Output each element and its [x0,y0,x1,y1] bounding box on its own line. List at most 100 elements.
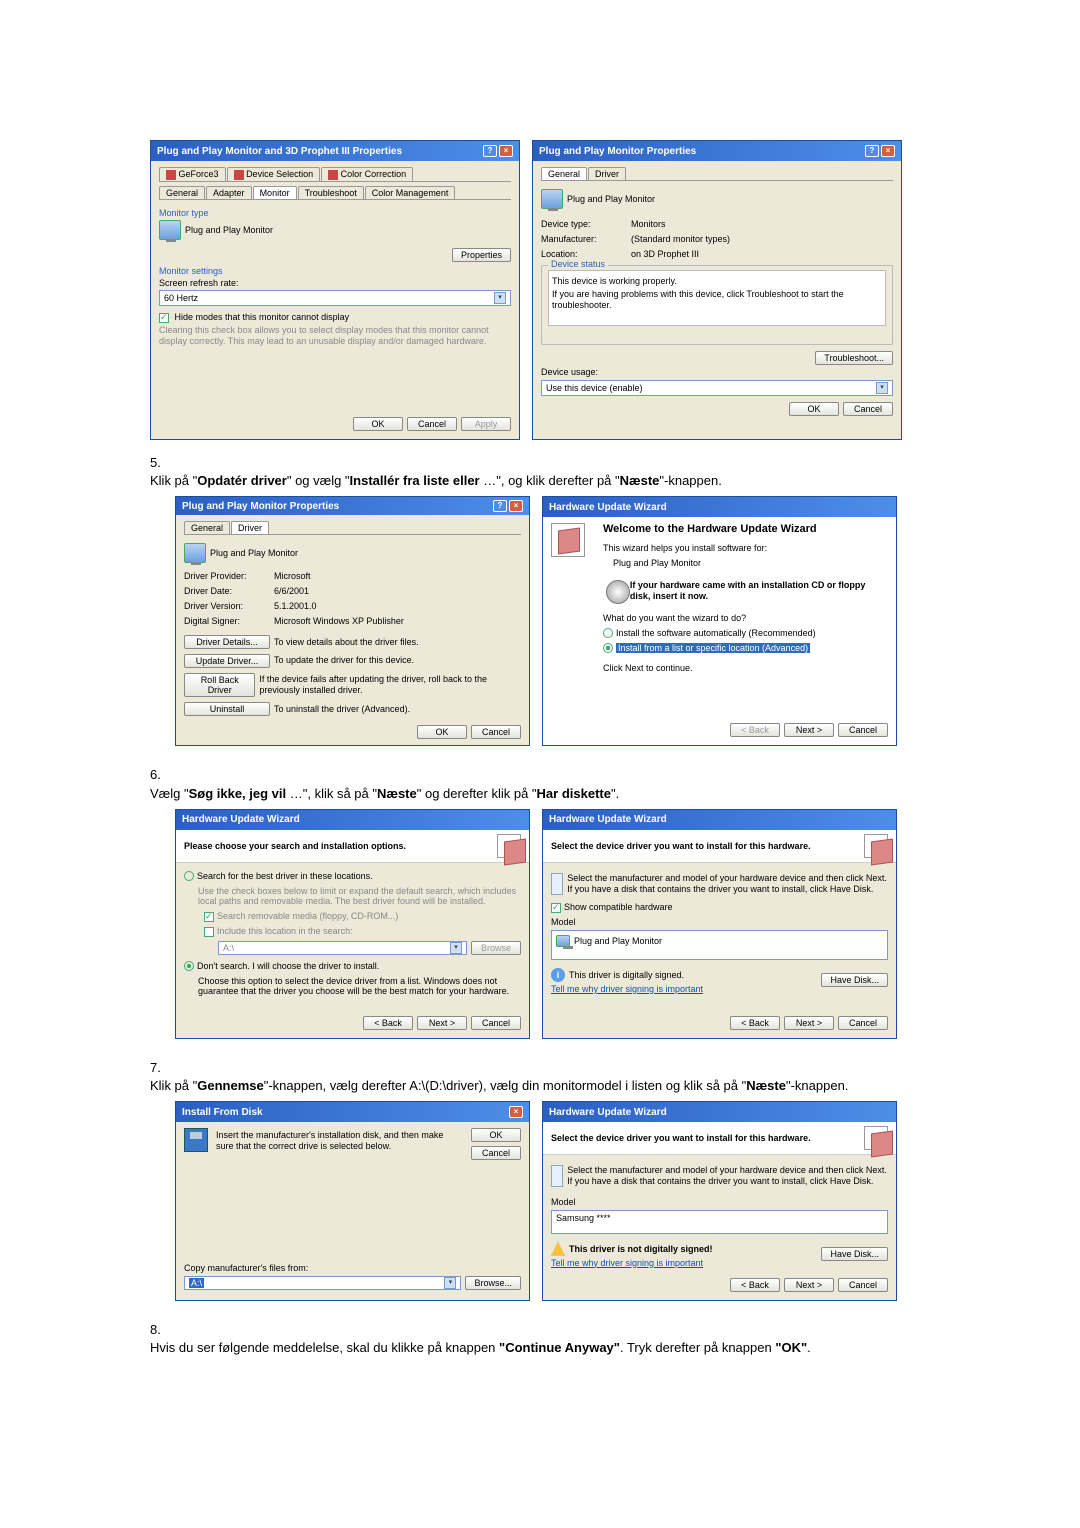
help-icon[interactable]: ? [493,500,507,512]
back-button[interactable]: < Back [730,723,780,737]
chevron-down-icon: ▾ [494,292,506,304]
tab-troubleshoot[interactable]: Troubleshoot [298,186,364,199]
help-icon[interactable]: ? [865,145,879,157]
close-icon[interactable]: × [881,145,895,157]
tab-geforce3[interactable]: GeForce3 [159,167,226,181]
radio-list[interactable] [603,643,613,653]
have-disk-button[interactable]: Have Disk... [821,973,888,987]
radio-dont-search[interactable] [184,961,194,971]
step-number: 5. [150,454,172,472]
refresh-rate-dropdown[interactable]: 60 Hertz ▾ [159,290,511,306]
why-signing-link[interactable]: Tell me why driver signing is important [551,1258,703,1268]
back-button[interactable]: < Back [363,1016,413,1030]
tab-monitor[interactable]: Monitor [253,186,297,199]
browse-button[interactable]: Browse... [465,1276,521,1290]
why-signing-link[interactable]: Tell me why driver signing is important [551,984,703,994]
wizard-question: What do you want the wizard to do? [603,613,888,624]
dialog-titlebar: Plug and Play Monitor and 3D Prophet III… [151,141,519,161]
info-icon: i [551,968,565,982]
hardware-wizard-search-options: Hardware Update Wizard Please choose you… [175,809,530,1039]
digital-signer-label: Digital Signer: [184,616,274,627]
click-next-text: Click Next to continue. [603,663,888,674]
close-icon[interactable]: × [509,500,523,512]
model-listbox[interactable]: Plug and Play Monitor [551,930,888,960]
wizard-welcome-heading: Welcome to the Hardware Update Wizard [603,523,888,535]
device-usage-label: Device usage: [541,367,893,378]
step-7-text: Klik på "Gennemse"-knappen, vælg derefte… [150,1077,906,1095]
tab-device-selection[interactable]: Device Selection [227,167,321,181]
uninstall-text: To uninstall the driver (Advanced). [274,704,410,715]
have-disk-button[interactable]: Have Disk... [821,1247,888,1261]
compat-label: Show compatible hardware [564,902,673,912]
apply-button[interactable]: Apply [461,417,511,431]
driver-date-label: Driver Date: [184,586,274,597]
cancel-button[interactable]: Cancel [471,1146,521,1160]
hardware-wizard-welcome: Hardware Update Wizard Welcome to the Ha… [542,496,897,746]
model-listbox[interactable]: Samsung **** [551,1210,888,1234]
tab-driver[interactable]: Driver [588,167,626,180]
chevron-down-icon: ▾ [444,1277,456,1289]
close-icon[interactable]: × [499,145,513,157]
close-icon[interactable]: × [509,1106,523,1118]
driver-provider: Microsoft [274,571,311,581]
back-button[interactable]: < Back [730,1278,780,1292]
cancel-button[interactable]: Cancel [471,1016,521,1030]
tab-general[interactable]: General [184,521,230,534]
update-driver-text: To update the driver for this device. [274,655,414,666]
uninstall-button[interactable]: Uninstall [184,702,270,716]
step-6-text: Vælg "Søg ikke, jeg vil …", klik så på "… [150,785,906,803]
properties-button[interactable]: Properties [452,248,511,262]
tab-driver[interactable]: Driver [231,521,269,534]
radio-auto-label: Install the software automatically (Reco… [616,628,816,638]
copy-from-combobox[interactable]: A:\ ▾ [184,1276,461,1290]
tab-general[interactable]: General [159,186,205,199]
hide-modes-checkbox[interactable] [159,313,169,323]
cancel-button[interactable]: Cancel [407,417,457,431]
troubleshoot-button[interactable]: Troubleshoot... [815,351,893,365]
model-item: Samsung **** [556,1213,611,1223]
radio-dont-search-desc: Choose this option to select the device … [198,976,521,998]
cancel-button[interactable]: Cancel [838,723,888,737]
device-status-title: Device status [548,259,608,269]
ok-button[interactable]: OK [353,417,403,431]
hardware-wizard-select-driver-2: Hardware Update Wizard Select the device… [542,1101,897,1301]
cancel-button[interactable]: Cancel [843,402,893,416]
driver-details-button[interactable]: Driver Details... [184,635,270,649]
display-properties-dialog: Plug and Play Monitor and 3D Prophet III… [150,140,520,440]
next-button[interactable]: Next > [784,1278,834,1292]
radio-auto[interactable] [603,628,613,638]
back-button[interactable]: < Back [730,1016,780,1030]
tab-adapter[interactable]: Adapter [206,186,252,199]
radio-search[interactable] [184,871,194,881]
wizard-helps-text: This wizard helps you install software f… [603,543,888,554]
wizard-heading: Please choose your search and installati… [184,841,406,851]
device-type-value: Monitors [631,219,666,229]
cancel-button[interactable]: Cancel [471,725,521,739]
driver-version: 5.1.2001.0 [274,601,317,611]
wizard-desc: Select the manufacturer and model of you… [567,1165,888,1187]
wizard-desc: Select the manufacturer and model of you… [567,873,888,895]
update-driver-button[interactable]: Update Driver... [184,654,270,668]
ok-button[interactable]: OK [789,402,839,416]
wizard-icon [864,834,888,858]
device-usage-dropdown[interactable]: Use this device (enable) ▾ [541,380,893,396]
ok-button[interactable]: OK [417,725,467,739]
monitor-settings-label: Monitor settings [159,266,511,276]
next-button[interactable]: Next > [784,723,834,737]
rollback-driver-button[interactable]: Roll Back Driver [184,673,255,697]
cancel-button[interactable]: Cancel [838,1016,888,1030]
step-number: 7. [150,1059,172,1077]
ok-button[interactable]: OK [471,1128,521,1142]
signed-text: This driver is digitally signed. [569,970,684,980]
compat-checkbox[interactable] [551,903,561,913]
next-button[interactable]: Next > [784,1016,834,1030]
tabs-row-2: General Adapter Monitor Troubleshoot Col… [159,186,511,200]
help-icon[interactable]: ? [483,145,497,157]
tab-general[interactable]: General [541,167,587,180]
dialog-title: Hardware Update Wizard [549,1107,667,1118]
tab-color-management[interactable]: Color Management [365,186,456,199]
tab-color-correction[interactable]: Color Correction [321,167,413,181]
cancel-button[interactable]: Cancel [838,1278,888,1292]
device-usage-value: Use this device (enable) [546,383,643,393]
next-button[interactable]: Next > [417,1016,467,1030]
